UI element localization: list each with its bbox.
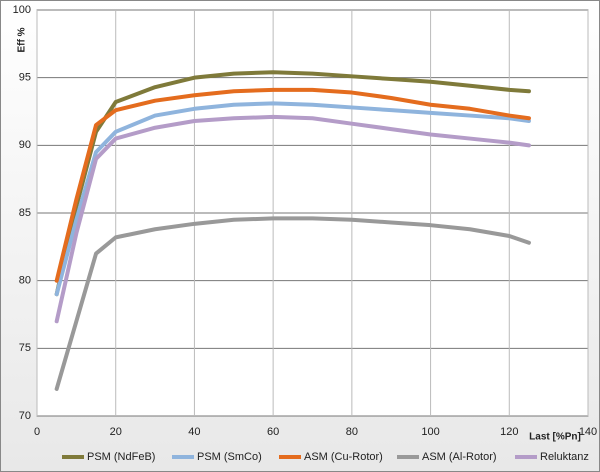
x-tick-label: 80 [346,426,358,438]
y-tick-label: 85 [19,207,31,219]
x-tick-label: 40 [188,426,200,438]
y-tick-label: 70 [19,410,31,422]
y-axis-title: Eff % [17,27,28,52]
series-line [54,87,531,283]
y-tick-label: 100 [13,4,31,16]
legend-label: ASM (Al-Rotor) [422,451,497,463]
legend-label: ASM (Cu-Rotor) [304,451,383,463]
series-line [54,114,531,324]
x-axis-title: Last [%Pn] [529,432,581,443]
legend-label: PSM (NdFeB) [87,451,155,463]
series-line [54,101,531,297]
legend-label: Reluktanz [540,451,589,463]
x-tick-label: 60 [267,426,279,438]
x-tick-label: 20 [110,426,122,438]
x-tick-label: 0 [34,426,40,438]
x-tick-label: 140 [579,426,597,438]
x-tick-label: 100 [421,426,439,438]
y-tick-label: 90 [19,139,31,151]
x-tick-label: 120 [500,426,518,438]
series-line [54,216,531,391]
y-tick-label: 75 [19,342,31,354]
y-tick-label: 80 [19,275,31,287]
y-tick-label: 95 [19,72,31,84]
legend-label: PSM (SmCo) [197,451,262,463]
